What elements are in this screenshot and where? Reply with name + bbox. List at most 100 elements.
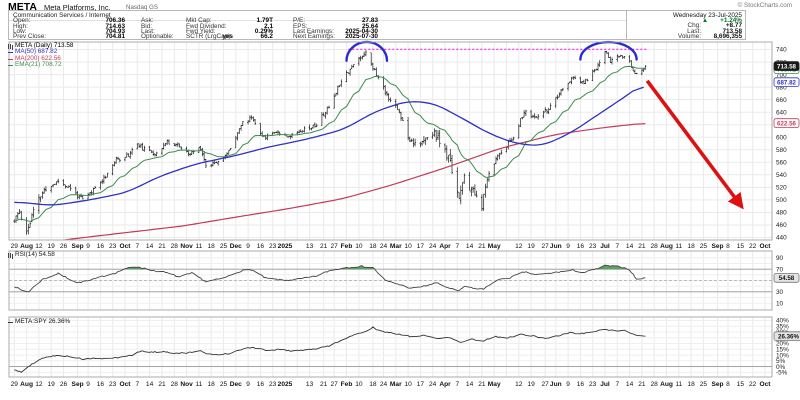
date-tick-label: Sep [72,243,84,250]
rsi-tick-label: 10 [776,300,784,307]
y-axis-labels: 4404604805005205405605806006206406606807… [776,47,789,377]
quote-label: Open: [13,17,31,25]
date-tick-label: 23 [589,381,597,388]
date-tick-label: 7 [135,243,139,250]
copyright-note: © StockCharts.com [737,2,792,9]
svg-text:26.36%: 26.36% [778,334,799,341]
date-tick-label: Sep [711,243,723,250]
date-tick-label: 21 [158,243,166,250]
ratio-tick-label: 20% [776,341,789,348]
price-tick-label: 460 [776,222,787,229]
date-tick-label: 14 [466,243,474,250]
date-tick-label: 27 [542,381,550,388]
quote-label: Low: [13,28,27,35]
date-tick-label: Oct [120,243,132,250]
legend-ma50-row: MA(50) 687.82 [8,48,73,57]
ema21-line [14,65,646,222]
ratio-legend-row: META:SPY 26.36% [8,317,71,326]
date-tick-label: 25 [220,243,228,250]
rsi-tick-label: 90 [776,255,784,262]
price-tick-label: 680 [776,84,787,91]
date-tick-label: 21 [638,381,646,388]
date-tick-label: 19 [527,243,535,250]
quote-value: 25.64 [362,22,378,30]
date-axes: 29 Aug 12 19 26 Sep 9 16 23 Oct 7 14 21 28 Nov 11 18 25 De… [11,243,772,388]
date-tick-label: 28 [171,243,179,250]
date-tick-label: Jun [550,243,562,250]
date-tick-label: Sep [72,381,84,388]
date-tick-label: 29 [11,381,19,388]
svg-text:687.82: 687.82 [777,80,796,87]
date-tick-label: 18 [208,243,216,250]
legend-ma50-text: MA(50) 687.82 [15,48,58,56]
date-tick-label: Dec [230,243,242,250]
change-row: Chg: +8.77 [688,22,743,29]
quote-value: 704.93 [105,28,125,35]
price-tick-label: 660 [776,97,787,104]
divider [9,19,626,21]
quote-label: Next Earnings: [293,33,335,41]
date-tick-label: 17 [417,381,425,388]
ratio-label-box: 26.36% [773,331,800,341]
date-tick-label: 26 [60,381,68,388]
svg-text:622.56: 622.56 [777,120,796,127]
ratio-tick-label: 0% [776,364,786,371]
date-tick-label: 9 [566,381,570,388]
date-tick-label: 12 [515,243,523,250]
date-tick-label: Sep [711,381,723,388]
ratio-legend-text: META:SPY 26.36% [15,317,71,325]
date-tick-label: 23 [109,243,117,250]
date-tick-label: 16 [257,381,265,388]
date-tick-label: Oct [120,381,132,388]
date-tick-label: 16 [577,243,585,250]
quote-value: 2.1 [264,22,273,30]
date-tick-label: May [488,381,501,388]
date-tick-label: 27 [542,243,550,250]
date-tick-label: 24 [380,243,388,250]
date-tick-label: 14 [626,381,634,388]
date-tick-label: Oct [760,243,772,250]
date-tick-label: 17 [417,243,425,250]
bar-chart-icon [8,43,9,49]
arch-annotation-1 [345,40,389,62]
ma50-swatch [8,52,13,54]
price-tick-label: 700 [776,72,787,79]
chg-label: Chg: [687,22,702,30]
legend-ma200-row: MA(200) 622.56 [8,54,73,63]
date-tick-label: Feb [341,381,353,388]
legend-symbol-text: META (Daily) 713.58 [15,41,74,49]
indicator-icon [8,252,9,258]
date-tick-label: 18 [369,381,377,388]
date-tick-label: 23 [589,243,597,250]
date-tick-label: 9 [566,243,570,250]
price-tick-label: 580 [776,147,787,154]
panel-frames [8,41,773,378]
quote-value: 2025-07-30 [345,33,378,41]
ratio-tick-label: 40% [776,318,789,325]
date-tick-label: Jul [600,381,610,388]
date-tick-label: 2025 [278,381,293,388]
date-tick-label: 7 [455,381,459,388]
quote-value: yes [222,33,233,41]
date-tick-label: 10 [355,381,363,388]
rsi-tick-label: 30 [776,289,784,296]
up-arrow-icon: ▲ [701,16,709,24]
ratio-tick-label: 35% [776,323,789,330]
date-tick-label: 12 [515,381,523,388]
date-tick-label: 19 [48,381,56,388]
date-tick-label: 9 [246,243,250,250]
price-tick-label: 480 [776,210,787,217]
ratio-line [14,326,646,373]
session-summary: Wednesday 23-Jul-2025 ▲ +1.24% Chg: +8.77 … [626,11,745,40]
date-tick-label: 27 [331,243,339,250]
date-tick-label: 18 [687,381,695,388]
price-legend: META (Daily) 713.58 MA(50) 687.82 MA(200… [8,41,74,69]
price-bars [13,50,647,235]
date-tick-label: 18 [687,243,695,250]
session-date: Wednesday 23-Jul-2025 [672,11,742,19]
date-tick-label: 14 [466,381,474,388]
price-tick-label: 560 [776,160,787,167]
legend-ma200-text: MA(200) 622.56 [15,54,61,62]
price-tick-label: 540 [776,172,787,179]
quote-label: Prev Close: [13,33,47,41]
